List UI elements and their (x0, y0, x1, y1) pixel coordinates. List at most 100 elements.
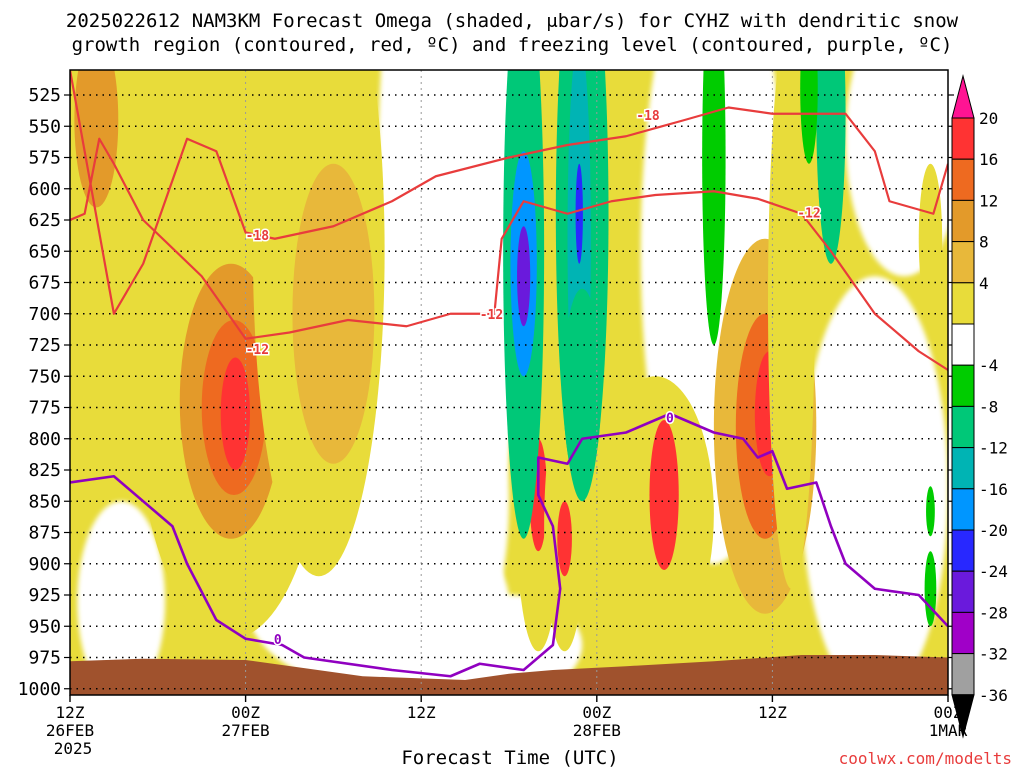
colorbar-label: -12 (979, 439, 1008, 458)
credit-text: coolwx.com/modelts (839, 749, 1012, 768)
omega-descent-cell (517, 226, 531, 327)
y-tick-label: 625 (28, 210, 61, 231)
colorbar: 20 16 12 8 4 -4 -8 -12 -16 -20 -24 -28 -32 -36 (951, 74, 1008, 739)
colorbar-segment (951, 282, 975, 325)
colorbar-label: -4 (979, 356, 998, 375)
omega-ascent-cell (649, 420, 679, 570)
terrain-layer (70, 655, 948, 695)
y-tick-label: 550 (28, 116, 61, 137)
colorbar-label: -16 (979, 480, 1008, 499)
colorbar-segment (951, 488, 975, 531)
y-tick-label: 525 (28, 85, 61, 106)
terrain-fill (70, 655, 948, 695)
x-tick-label: 00Z (231, 703, 260, 722)
omega-descent-cell (702, 70, 726, 345)
omega-shading (74, 70, 948, 695)
colorbar-label: -32 (979, 645, 1008, 664)
colorbar-label: -20 (979, 521, 1008, 540)
x-tick-label: 2025 (54, 739, 93, 758)
colorbar-segment (951, 241, 975, 284)
plot-frame (69, 69, 949, 696)
y-tick-label: 575 (28, 148, 61, 169)
colorbar-label: -8 (979, 397, 998, 416)
omega-ascent-cell (918, 163, 943, 314)
colorbar-segment (951, 405, 975, 449)
omega-descent-cell (575, 163, 583, 264)
y-tick-label: 975 (28, 648, 61, 669)
omega-descent-cell (924, 551, 937, 627)
colorbar-segment (951, 570, 975, 613)
colorbar-bottom-triangle (951, 694, 975, 739)
x-tick-label: 12Z (758, 703, 787, 722)
colorbar-segment (951, 529, 975, 572)
omega-ascent-cell (74, 70, 119, 208)
contour-label: -12 (797, 207, 820, 222)
contour-labels: -18 -12 -12 -18 -12 0 0 (244, 108, 822, 650)
y-tick-label: 900 (28, 554, 61, 575)
x-tick-label: 26FEB (46, 721, 94, 740)
y-tick-label: 750 (28, 366, 61, 387)
colorbar-label: -36 (979, 686, 1008, 705)
colorbar-segment (951, 117, 975, 160)
omega-descent-cell (800, 70, 818, 164)
x-axis-label: Forecast Time (UTC) (401, 747, 618, 768)
contour-label: -12 (480, 308, 503, 323)
y-tick-label: 700 (28, 304, 61, 325)
colorbar-segment (951, 323, 975, 366)
y-tick-label: 850 (28, 491, 61, 512)
colorbar-segment (951, 158, 975, 201)
colorbar-label: -24 (979, 562, 1008, 581)
y-tick-label: 925 (28, 585, 61, 606)
freezing-level-contour (70, 412, 948, 678)
y-tick-label: 825 (28, 460, 61, 481)
omega-near-zero-region (801, 276, 948, 695)
y-tick-label: 950 (28, 616, 61, 637)
omega-ascent-cell (292, 163, 375, 464)
x-tick-label: 00Z (582, 703, 611, 722)
x-tick-label: 1MAR (929, 721, 968, 740)
y-tick-label: 675 (28, 273, 61, 294)
contour-label: -12 (246, 343, 269, 358)
colorbar-label: 8 (979, 233, 989, 252)
y-tick-label: 600 (28, 179, 61, 200)
colorbar-label: -28 (979, 603, 1008, 622)
y-tick-label: 725 (28, 335, 61, 356)
colorbar-label: 12 (979, 191, 998, 210)
y-tick-label: 650 (28, 241, 61, 262)
x-tick-label: 27FEB (222, 721, 270, 740)
contour-label: -18 (636, 109, 660, 124)
chart-title-line1: 2025022612 NAM3KM Forecast Omega (shaded… (66, 10, 959, 32)
y-axis: 525 550 575 600 625 650 675 700 725 750 775 800 825 8… (18, 85, 954, 700)
omega-ascent-cell (768, 70, 815, 589)
chart-title-line2: growth region (contoured, red, ºC) and f… (72, 34, 953, 56)
colorbar-segment (951, 611, 975, 655)
colorbar-label: 20 (979, 109, 998, 128)
omega-descent-cell (816, 70, 846, 264)
y-tick-label: 800 (28, 429, 61, 450)
x-tick-label: 12Z (56, 703, 85, 722)
x-tick-label: 28FEB (573, 721, 621, 740)
colorbar-segment (951, 447, 975, 490)
omega-descent-cell (563, 288, 602, 489)
colorbar-segment (951, 653, 975, 696)
grid-layer (70, 70, 948, 695)
colorbar-label: 4 (979, 274, 989, 293)
x-tick-label: 12Z (407, 703, 436, 722)
y-tick-label: 875 (28, 523, 61, 544)
contour-label: -18 (246, 229, 270, 244)
omega-descent-cell (926, 486, 935, 537)
omega-near-zero-region (377, 70, 524, 614)
omega-ascent-cell (557, 501, 572, 577)
dgz-contour-line (70, 70, 948, 315)
colorbar-top-triangle (951, 74, 975, 119)
contour-layer (70, 70, 948, 678)
colorbar-label: 16 (979, 150, 998, 169)
contour-label: 0 (666, 412, 674, 427)
omega-near-zero-region (77, 501, 166, 695)
contour-label: 0 (274, 633, 282, 648)
colorbar-segment (951, 199, 975, 243)
y-tick-label: 1000 (18, 679, 61, 700)
colorbar-segment (951, 364, 975, 407)
dgz-contour-line (70, 137, 948, 371)
